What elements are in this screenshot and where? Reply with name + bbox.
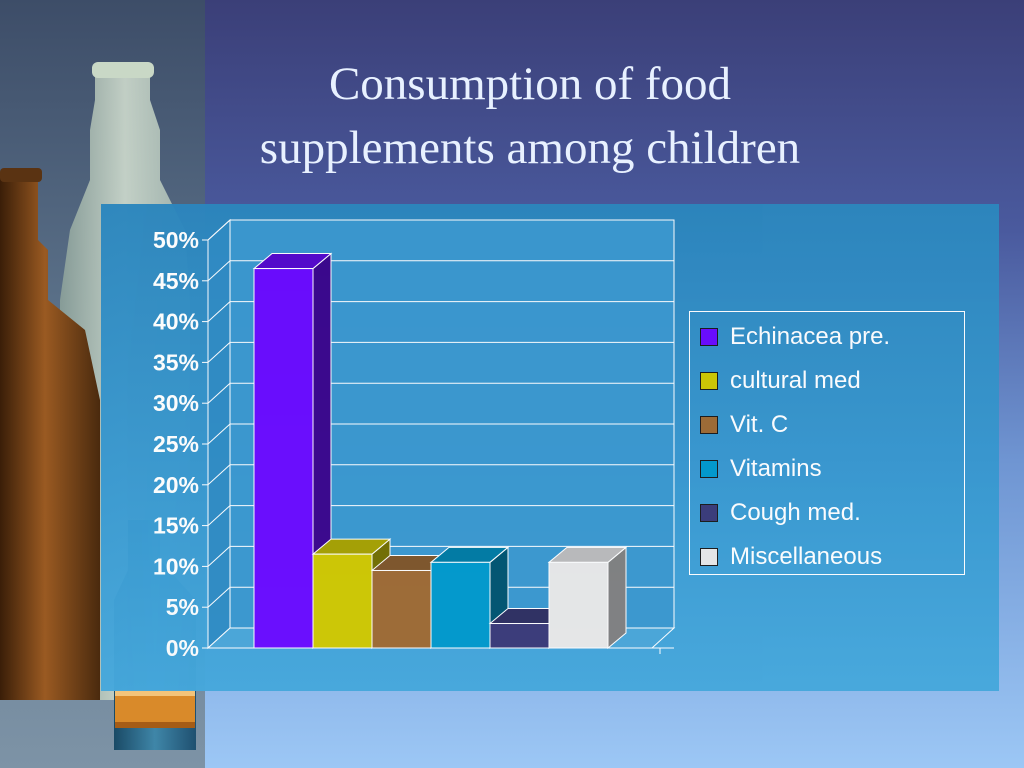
bar-side — [607, 546, 627, 650]
slide-title-line-1: Consumption of food — [328, 58, 732, 110]
y-tick-label: 20% — [153, 472, 199, 498]
legend-label: Miscellaneous — [730, 543, 883, 570]
legend-label: Cough med. — [730, 499, 861, 526]
slide-title: Consumption of food supplements among ch… — [190, 52, 870, 180]
legend-item: Echinacea pre. — [700, 322, 890, 352]
bar-6 — [547, 546, 628, 650]
slide-title-line-2: supplements among children — [259, 122, 801, 174]
gridline-side — [207, 260, 231, 282]
gridline-side — [207, 219, 231, 241]
gridline-side — [207, 382, 231, 404]
legend-item: Miscellaneous — [700, 542, 882, 572]
y-tick-label: 50% — [153, 227, 199, 253]
bar-front — [253, 268, 314, 649]
y-tick-label: 40% — [153, 309, 199, 335]
legend-swatch — [700, 460, 718, 478]
legend-swatch — [700, 548, 718, 566]
bar-chart: 0% 5% 10% 15% 20% 25% 30% 35% 40% 45% 50% — [153, 218, 676, 661]
legend-swatch — [700, 328, 718, 346]
legend-label: Echinacea pre. — [730, 323, 891, 350]
legend-label: cultural med — [730, 367, 861, 394]
legend-label: Vit. C — [730, 411, 789, 438]
y-tick-label: 15% — [153, 513, 199, 539]
legend-item: cultural med — [700, 366, 861, 396]
gridline-side — [207, 586, 231, 608]
gridline-side — [207, 342, 231, 363]
bar-front — [548, 561, 609, 649]
legend-item: Vit. C — [700, 410, 788, 440]
bar-front — [489, 623, 550, 649]
bar-front — [371, 569, 432, 649]
gridline-side — [207, 546, 231, 567]
y-tick-label: 0% — [166, 635, 199, 661]
gridline-side — [207, 301, 231, 322]
y-tick-label: 30% — [153, 390, 199, 416]
y-tick-label: 45% — [153, 268, 199, 294]
chart-legend: Echinacea pre. cultural med Vit. C Vitamins… — [689, 311, 965, 575]
y-tick-label: 10% — [153, 553, 199, 579]
legend-swatch — [700, 372, 718, 390]
y-tick-label: 35% — [153, 349, 199, 375]
chart-panel: 0% 5% 10% 15% 20% 25% 30% 35% 40% 45% 50% Echinace… — [101, 204, 999, 691]
legend-swatch — [700, 416, 718, 434]
bar-front — [430, 561, 491, 649]
legend-label: Vitamins — [730, 455, 822, 482]
y-tick-label: 5% — [166, 594, 199, 620]
y-tick-label: 25% — [153, 431, 199, 457]
legend-item: Cough med. — [700, 498, 861, 528]
legend-swatch — [700, 504, 718, 522]
gridline-side — [207, 505, 231, 526]
legend-item: Vitamins — [700, 454, 822, 484]
gridline-side — [207, 423, 231, 445]
bar-front — [312, 553, 373, 649]
gridline-side — [207, 464, 231, 486]
